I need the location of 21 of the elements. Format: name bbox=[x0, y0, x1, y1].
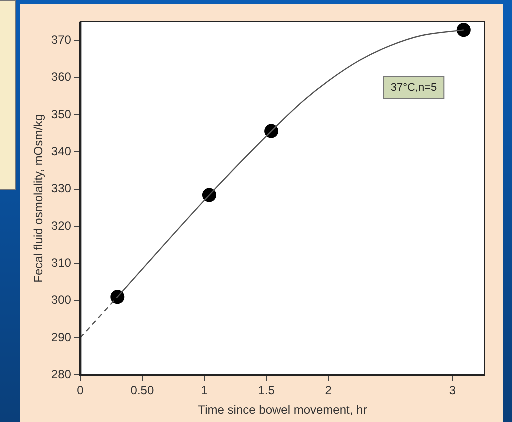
y-tick-label: 310 bbox=[51, 256, 72, 270]
y-tick-label: 300 bbox=[51, 293, 72, 308]
y-tick-label: 340 bbox=[51, 144, 72, 158]
point bbox=[110, 290, 125, 304]
y-axis-title: Fecal fluid osmolality, mOsm/kg bbox=[32, 114, 46, 283]
annotation: 37°C,n=5 bbox=[390, 82, 438, 94]
y-tick-label: 320 bbox=[51, 218, 72, 233]
y-tick-label: 330 bbox=[51, 182, 72, 196]
y-tick-label: 280 bbox=[51, 368, 72, 382]
x-tick-label: 0 bbox=[77, 384, 84, 398]
y-tick-label: 360 bbox=[51, 70, 72, 84]
x-tick-label: 0.50 bbox=[130, 384, 154, 398]
x-tick-label: 1 bbox=[201, 384, 208, 398]
y-tick-label: 290 bbox=[51, 330, 72, 344]
x-axis-title: Time since bowel movement, hr bbox=[198, 403, 368, 418]
y-tick-label: 350 bbox=[51, 107, 72, 122]
x-tick-label: 3 bbox=[449, 384, 456, 398]
x-tick-label: 2 bbox=[325, 384, 332, 398]
x-tick-label: 1.5 bbox=[258, 384, 276, 398]
point bbox=[456, 23, 471, 38]
y-tick-label: 370 bbox=[51, 32, 72, 47]
